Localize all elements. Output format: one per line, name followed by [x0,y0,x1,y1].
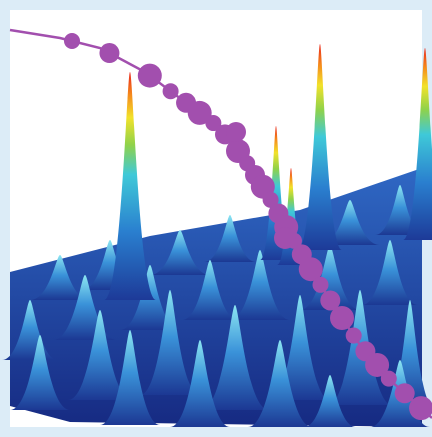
peak [100,330,160,425]
peak [362,240,418,305]
trajectory-dot [298,257,323,282]
peak [30,255,90,300]
trajectory-dot [345,327,362,344]
peak [201,305,269,410]
peak [170,340,230,427]
peak [384,300,432,410]
trajectory-dot [320,290,341,311]
peak [270,295,330,400]
trajectory-dot [137,63,162,88]
trajectory-dot [262,191,279,208]
peak [150,230,210,275]
peak [53,275,117,340]
trajectory-dot [99,43,120,64]
trajectory-dot [409,396,432,421]
trajectory-dot [330,306,354,330]
peak [300,245,360,310]
peak [204,215,256,262]
peak [104,72,156,300]
trajectory-dot [274,227,296,249]
trajectory-dot [226,122,246,142]
peak [82,240,138,290]
trajectory-dot [312,276,329,293]
trajectory-dot [205,115,222,132]
peak [230,250,290,320]
trajectory-dot [365,352,390,377]
trajectory-dot [394,383,415,404]
peak [140,290,200,395]
peak [10,335,70,410]
peak [403,48,432,240]
peak [2,300,58,360]
trajectory-dots [64,33,432,421]
trajectory-dot [64,33,80,49]
peak [260,126,292,260]
trajectory-dot [380,370,397,387]
peak [304,375,356,427]
peak [68,310,132,400]
peak [182,260,238,320]
peak [298,44,342,250]
peak [375,185,425,235]
trajectory-dot [187,100,212,125]
trajectory-dot [162,83,179,100]
peak [248,340,312,427]
peak [320,200,380,245]
